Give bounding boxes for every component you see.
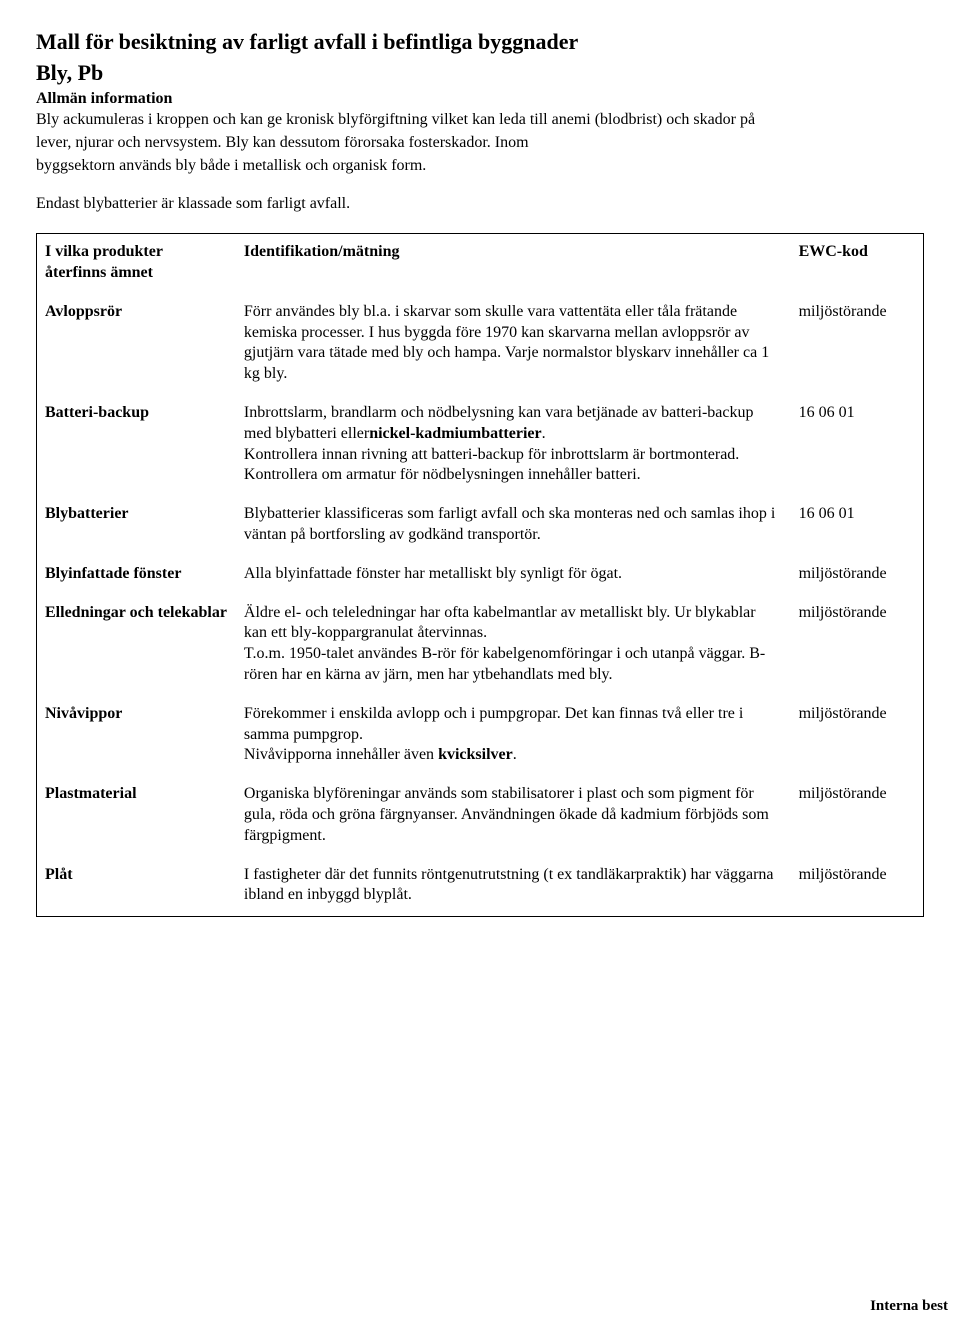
cell-product: Avloppsrör (37, 294, 236, 395)
cell-product: Nivåvippor (37, 696, 236, 776)
data-table: I vilka produkter återfinns ämnet Identi… (36, 233, 924, 917)
document-page: Mall för besiktning av farligt avfall i … (0, 0, 960, 1322)
intro-line: byggsektorn används bly både i metallisk… (36, 156, 924, 177)
cell-product: Elledningar och telekablar (37, 595, 236, 696)
cell-product: Blybatterier (37, 496, 236, 556)
cell-desc: Blybatterier klassificeras som farligt a… (236, 496, 791, 556)
table-header-row: I vilka produkter återfinns ämnet Identi… (37, 234, 924, 294)
cell-code: miljöstörande (791, 857, 924, 917)
cell-desc: Organiska blyföreningar används som stab… (236, 776, 791, 856)
intro-line: lever, njurar och nervsystem. Bly kan de… (36, 133, 924, 154)
cell-desc: Förekommer i enskilda avlopp och i pumpg… (236, 696, 791, 776)
cell-product: Batteri-backup (37, 395, 236, 496)
intro-line: Bly ackumuleras i kroppen och kan ge kro… (36, 110, 924, 131)
cell-code: miljöstörande (791, 776, 924, 856)
table-row: Blybatterier Blybatterier klassificeras … (37, 496, 924, 556)
header-col-desc: Identifikation/mätning (236, 234, 791, 294)
page-subtitle: Bly, Pb (36, 59, 924, 88)
cell-code: miljöstörande (791, 696, 924, 776)
cell-code: miljöstörande (791, 595, 924, 696)
intro-text-block: Bly ackumuleras i kroppen och kan ge kro… (36, 110, 924, 176)
cell-product: Blyinfattade fönster (37, 556, 236, 595)
page-title: Mall för besiktning av farligt avfall i … (36, 28, 924, 57)
table-row: Nivåvippor Förekommer i enskilda avlopp … (37, 696, 924, 776)
intro-note-block: Endast blybatterier är klassade som farl… (36, 194, 924, 215)
cell-product: Plåt (37, 857, 236, 917)
table-row: Plåt I fastigheter där det funnits röntg… (37, 857, 924, 917)
table-row: Batteri-backup Inbrottslarm, brandlarm o… (37, 395, 924, 496)
cell-desc: Äldre el- och teleledningar har ofta kab… (236, 595, 791, 696)
table-row: Blyinfattade fönster Alla blyinfattade f… (37, 556, 924, 595)
header-col-products-line1: I vilka produkter (45, 243, 163, 260)
table-row: Elledningar och telekablar Äldre el- och… (37, 595, 924, 696)
footer-cutoff-text: Interna best (870, 1297, 948, 1317)
cell-code: miljöstörande (791, 294, 924, 395)
section-heading: Allmän information (36, 89, 924, 110)
cell-code: 16 06 01 (791, 496, 924, 556)
cell-code: miljöstörande (791, 556, 924, 595)
header-col-code: EWC-kod (791, 234, 924, 294)
cell-desc: Alla blyinfattade fönster har metalliskt… (236, 556, 791, 595)
header-col-products: I vilka produkter återfinns ämnet (37, 234, 236, 294)
cell-desc: I fastigheter där det funnits röntgenutr… (236, 857, 791, 917)
cell-code: 16 06 01 (791, 395, 924, 496)
table-row: Avloppsrör Förr användes bly bl.a. i ska… (37, 294, 924, 395)
cell-desc: Inbrottslarm, brandlarm och nödbelysning… (236, 395, 791, 496)
table-row: Plastmaterial Organiska blyföreningar an… (37, 776, 924, 856)
header-col-products-line2: återfinns ämnet (45, 264, 153, 281)
intro-note: Endast blybatterier är klassade som farl… (36, 194, 924, 215)
cell-product: Plastmaterial (37, 776, 236, 856)
cell-desc: Förr användes bly bl.a. i skarvar som sk… (236, 294, 791, 395)
